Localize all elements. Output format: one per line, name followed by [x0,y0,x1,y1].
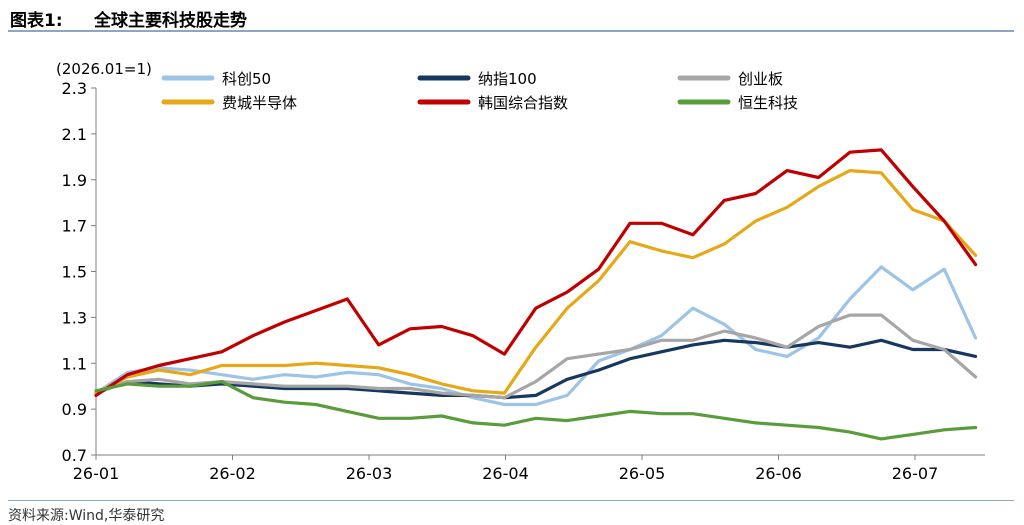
series-line-6 [94,380,978,441]
series-line-5 [94,148,978,397]
figure-number: 图表1: [10,11,63,31]
source-note: 资料来源:Wind,华泰研究 [8,508,165,524]
legend-label-1: 科创50 [222,70,271,88]
series-line-3 [94,313,978,400]
y-tick-label: 1.7 [62,217,87,236]
title-bar: 图表1: 全球主要科技股走势 [8,4,1014,32]
legend-label-3: 创业板 [738,70,783,88]
y-tick-label: 0.7 [62,446,87,465]
legend-label-6: 恒生科技 [738,94,798,112]
x-tick-label: 26-03 [346,464,393,483]
y-tick-label: 1.9 [62,171,87,190]
x-tick-label: 26-02 [209,464,256,483]
chart-annotation: (2026.01=1) [56,60,152,78]
x-tick-label: 26-07 [892,464,939,483]
x-tick-label: 26-04 [482,464,529,483]
legend-label-5: 韩国综合指数 [478,94,568,112]
legend-label-2: 纳指100 [478,70,537,88]
x-tick-label: 26-01 [73,464,120,483]
y-tick-label: 0.9 [62,400,87,419]
y-tick-label: 2.1 [62,125,87,144]
y-tick-label: 1.5 [62,263,87,282]
x-tick-label: 26-06 [755,464,802,483]
x-tick-label: 26-05 [619,464,666,483]
line-chart: 0.7 0.9 1.1 1.3 1.5 1.7 1.9 2.1 2.3 26-01 26-02 26-… [56,60,985,483]
footer-divider [8,500,1014,501]
y-tick-label: 1.3 [62,308,87,327]
series-line-1 [94,265,978,407]
legend-label-4: 费城半导体 [222,94,297,112]
chart-title: 全球主要科技股走势 [94,11,247,31]
y-tick-label: 2.3 [62,79,87,98]
series-line-4 [94,169,978,395]
series-line-2 [94,338,978,400]
y-tick-label: 1.1 [62,354,87,373]
